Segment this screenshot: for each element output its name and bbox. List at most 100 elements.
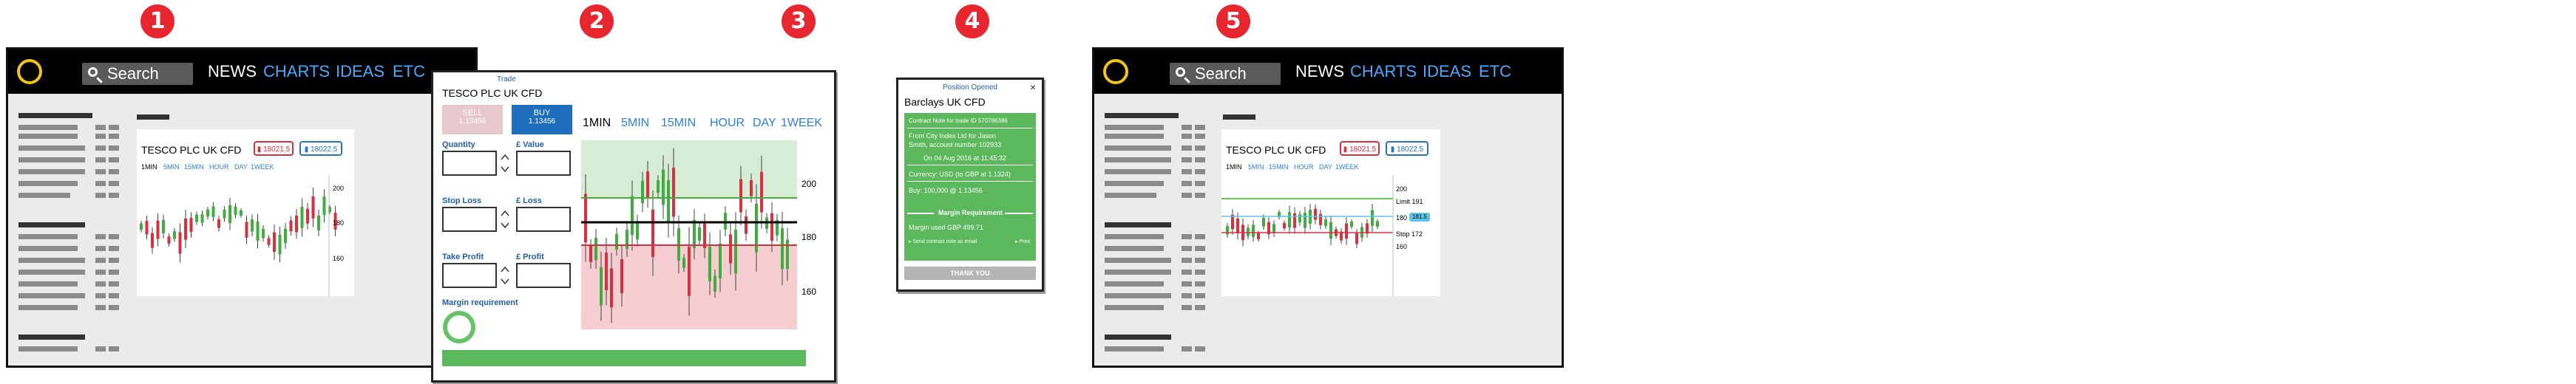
ticket-timeframe-15min[interactable]: 15MIN [661,117,696,129]
candle [631,196,634,236]
timeframe-day[interactable]: DAY [234,163,248,171]
step-badge-4: 4 [955,4,989,38]
nav-link-news[interactable]: NEWS [208,62,257,80]
candle [333,213,337,230]
placeholder-bar [1182,281,1192,287]
quantity-down-icon[interactable] [500,164,510,174]
print-link[interactable]: ▸ Print [1015,239,1030,244]
buy-badge[interactable]: ▮ 18022.5 [299,141,342,156]
candle [1236,218,1239,234]
close-icon[interactable]: × [1030,81,1037,93]
axis-label-160: 160 [1396,243,1408,250]
nav-link-ideas[interactable]: IDEAS [336,62,385,80]
nav-link-etc[interactable]: ETC [1479,62,1511,80]
placeholder-bar [95,134,106,139]
timeframe-1min[interactable]: 1MIN [141,163,157,171]
sell-badge[interactable]: ▮ 18021.5 [254,141,294,156]
value-input[interactable] [516,151,571,176]
timeframe-15min[interactable]: 15MIN [1269,163,1289,171]
logo-icon[interactable] [1103,59,1128,84]
nav-link-ideas[interactable]: IDEAS [1423,62,1472,80]
candle [1340,231,1343,241]
quantity-up-icon[interactable] [500,152,510,162]
logo-icon[interactable] [17,59,42,84]
take-profit-up-icon[interactable] [500,264,510,275]
stop-loss-down-icon[interactable] [500,220,510,230]
thank-you-button[interactable]: THANK YOU [904,267,1036,280]
take-profit-input[interactable] [442,263,497,288]
buy-button[interactable]: BUY 1.13456 [512,105,572,134]
ticket-timeframe-1week[interactable]: 1WEEK [781,117,823,129]
nav-link-charts[interactable]: CHARTS [263,62,331,80]
candle [1371,210,1374,226]
timeframe-day[interactable]: DAY [1319,163,1332,171]
candle [781,228,784,270]
ticket-timeframe-1min[interactable]: 1MIN [583,117,611,129]
stop-loss-label: Stop Loss [442,196,482,205]
candle [672,167,675,217]
placeholder-bar [109,181,119,186]
nav-link-news[interactable]: NEWS [1295,62,1344,80]
sell-badge[interactable]: ▮ 18021.5 [1340,141,1380,156]
axis-label-180: 180 [1396,214,1408,222]
chart-card: TESCO PLC UK CFD ▮ 18021.5 ▮ 18022.5 1MI… [137,129,354,296]
current-price-tag: 181.5 [1409,213,1430,222]
margin-heading: Margin Requirement [938,209,1003,216]
placeholder-bar [95,305,106,310]
limit-stop-chart[interactable] [581,140,797,329]
sell-button[interactable]: SELL 1.13456 [442,105,503,134]
timeframe-1week[interactable]: 1WEEK [251,163,274,171]
nav-link-charts[interactable]: CHARTS [1350,62,1417,80]
profit-input[interactable] [516,263,571,288]
candle [1355,233,1358,244]
sell-price: 1.13456 [458,117,487,126]
place-trade-button[interactable] [442,350,806,366]
search-input[interactable]: Search [1170,63,1281,85]
timeframe-5min[interactable]: 5MIN [163,163,180,171]
placeholder-bar [1195,125,1205,130]
ticket-timeframe-day[interactable]: DAY [753,117,776,129]
placeholder-bar [109,258,119,263]
timeframe-15min[interactable]: 15MIN [184,163,204,171]
placeholder-bar [109,157,119,162]
candle [300,206,304,228]
placeholder-bar [1195,258,1205,263]
candle [223,209,226,219]
sell-label: SELL [462,109,483,117]
candle [173,231,176,239]
candle [636,222,639,240]
axis-label-200: 200 [1396,185,1408,193]
placeholder-bar [1195,293,1205,298]
timeframe-hour[interactable]: HOUR [1294,163,1314,171]
ticket-timeframe-hour[interactable]: HOUR [710,117,745,129]
timeframe-hour[interactable]: HOUR [209,163,229,171]
candle [251,219,254,232]
buy-badge[interactable]: ▮ 18022.5 [1386,141,1428,156]
placeholder-bar [109,169,119,174]
candle [211,206,215,217]
placeholder-bar [18,145,85,151]
placeholder-bar [95,193,106,198]
placeholder-bar [109,193,119,198]
top-nav: Search NEWS CHARTS IDEAS ETC [1094,49,1562,94]
timeframe-1week[interactable]: 1WEEK [1335,163,1359,171]
placeholder-bar [95,293,106,298]
stop-loss-input[interactable] [442,207,497,232]
quantity-input[interactable] [442,151,497,176]
placeholder-bar [95,234,106,239]
timeframe-1min[interactable]: 1MIN [1226,163,1242,171]
divider [907,181,1033,182]
search-input[interactable]: Search [82,63,193,85]
placeholder-bar [1195,305,1205,310]
send-email-link[interactable]: ▸ Send contract note as email [909,239,977,244]
loss-input[interactable] [516,207,571,232]
nav-link-etc[interactable]: ETC [393,62,425,80]
placeholder-bar [1182,125,1192,130]
stop-loss-up-icon[interactable] [500,208,510,219]
placeholder-bar [18,181,78,186]
timeframe-5min[interactable]: 5MIN [1248,163,1264,171]
placeholder-bar [95,246,106,251]
take-profit-down-icon[interactable] [500,276,510,287]
axis-label-160: 160 [333,255,345,262]
ticket-timeframe-5min[interactable]: 5MIN [621,117,650,129]
